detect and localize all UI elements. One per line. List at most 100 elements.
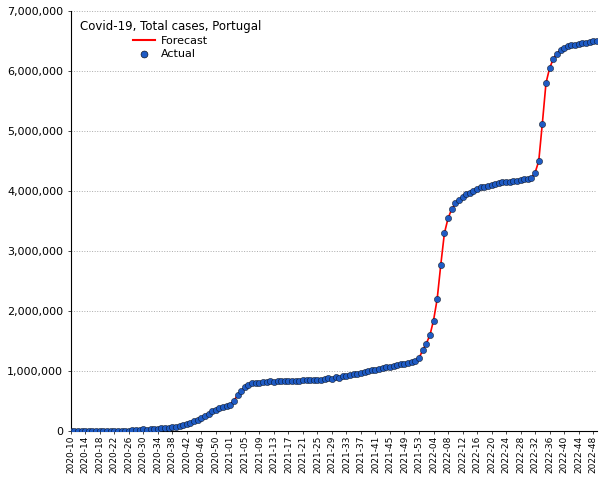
Point (530, 169, 540, 177)
Point (443, 215, 453, 222)
Point (422, 340, 431, 348)
Point (559, 44, 569, 52)
Point (222, 402, 232, 410)
Point (544, 64, 554, 72)
Point (273, 378, 283, 385)
Point (226, 401, 235, 408)
Point (458, 193, 468, 201)
Point (476, 183, 486, 191)
Point (66, 427, 76, 435)
Point (313, 376, 322, 384)
Point (128, 426, 137, 434)
Point (425, 332, 435, 339)
Point (570, 41, 580, 49)
Point (324, 375, 333, 383)
Point (215, 405, 224, 412)
Point (385, 363, 395, 371)
Point (454, 196, 464, 204)
Point (80, 428, 90, 435)
Point (240, 384, 250, 391)
Point (548, 55, 558, 63)
Point (193, 416, 203, 424)
Point (208, 408, 217, 415)
Point (244, 382, 253, 389)
Point (465, 189, 475, 197)
Point (574, 40, 583, 48)
Point (284, 377, 293, 385)
Point (411, 357, 420, 365)
Point (498, 179, 508, 186)
Point (389, 362, 399, 370)
Point (295, 377, 304, 385)
Point (258, 378, 268, 386)
Point (255, 379, 264, 386)
Point (487, 181, 497, 189)
Point (393, 361, 402, 369)
Point (327, 375, 337, 383)
Point (320, 375, 330, 383)
Point (306, 376, 315, 384)
Point (106, 427, 116, 435)
Point (566, 41, 576, 49)
Point (418, 347, 428, 354)
Point (494, 179, 504, 187)
Point (91, 427, 101, 435)
Point (345, 371, 355, 379)
Point (110, 427, 119, 434)
Point (251, 379, 261, 387)
Point (266, 377, 275, 385)
Point (588, 37, 598, 45)
Point (146, 425, 155, 433)
Point (309, 376, 319, 384)
Point (200, 412, 210, 420)
Point (335, 374, 344, 382)
Point (462, 191, 471, 198)
Point (447, 205, 457, 213)
Point (371, 366, 381, 373)
Point (168, 423, 177, 431)
Point (157, 424, 166, 432)
Point (342, 372, 352, 379)
Point (139, 426, 148, 433)
Point (182, 420, 192, 428)
Point (73, 427, 83, 435)
Point (298, 376, 308, 384)
Point (197, 414, 206, 421)
Point (563, 43, 572, 50)
Point (287, 377, 297, 385)
Point (171, 423, 181, 431)
Point (519, 175, 529, 182)
Point (512, 177, 522, 185)
Point (367, 367, 377, 374)
Point (95, 427, 105, 435)
Point (338, 372, 348, 380)
Point (131, 427, 141, 434)
Point (537, 120, 547, 128)
Point (280, 377, 290, 384)
Point (70, 428, 79, 435)
Point (491, 180, 500, 188)
Point (135, 427, 145, 434)
Point (349, 370, 359, 378)
Point (175, 422, 185, 430)
Point (247, 379, 257, 387)
Point (577, 39, 587, 47)
Point (164, 424, 174, 432)
Point (404, 359, 413, 367)
Point (186, 420, 195, 427)
Legend: Forecast, Actual: Forecast, Actual (76, 16, 264, 63)
Point (584, 38, 594, 46)
Point (229, 397, 239, 405)
Point (124, 427, 134, 434)
Point (178, 421, 188, 429)
Point (581, 39, 590, 47)
Point (436, 261, 446, 269)
Point (160, 424, 170, 432)
Point (302, 376, 312, 384)
Point (88, 427, 97, 434)
Point (396, 360, 406, 368)
Point (204, 410, 214, 418)
Point (382, 363, 391, 371)
Point (526, 174, 536, 182)
Point (360, 368, 370, 375)
